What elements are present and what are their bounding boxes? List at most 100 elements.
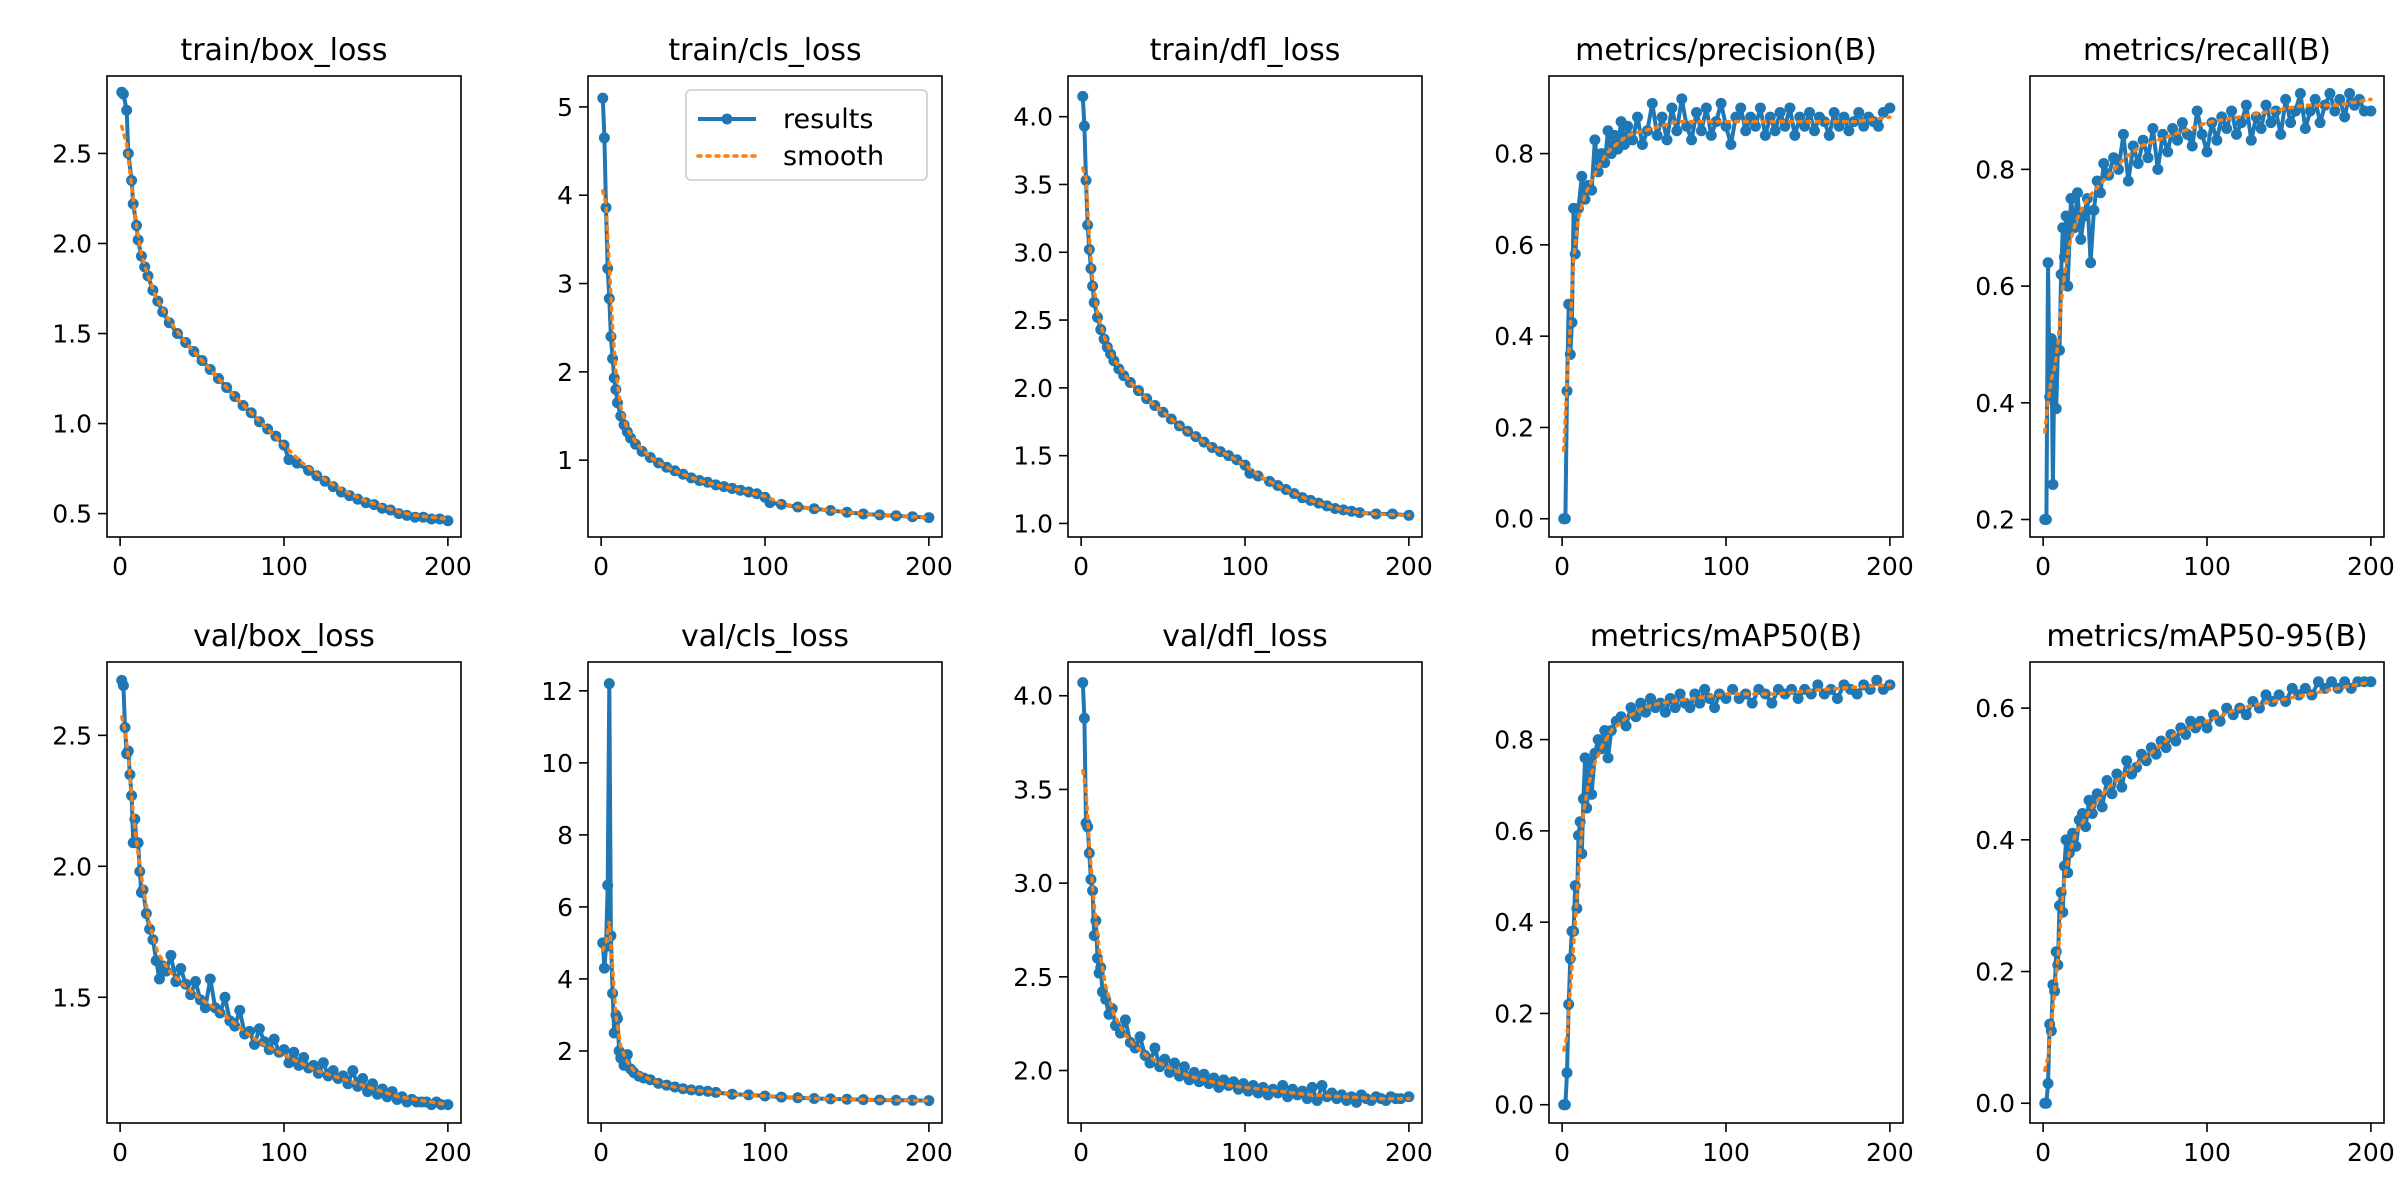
results-point: [2280, 93, 2292, 105]
x-tick-label: 100: [1221, 1138, 1269, 1167]
results-point: [2285, 117, 2297, 129]
y-tick-label: 0.2: [1975, 505, 2015, 534]
results-point: [1627, 134, 1639, 146]
results-point: [1725, 138, 1737, 150]
results-point: [1277, 1080, 1289, 1092]
chart-title: val/box_loss: [193, 619, 375, 654]
x-tick-label: 0: [1554, 552, 1570, 581]
y-tick-label: 2.0: [1013, 1057, 1053, 1086]
results-point: [2235, 117, 2247, 129]
results-point: [1656, 111, 1668, 123]
chart-title: train/box_loss: [180, 33, 387, 68]
results-point: [190, 976, 201, 988]
results-point: [1354, 507, 1366, 519]
results-point: [1833, 120, 1845, 132]
results-point: [726, 482, 738, 494]
results-point: [825, 1093, 837, 1105]
results-point: [1809, 125, 1820, 137]
results-point: [1681, 120, 1693, 132]
results-point: [710, 479, 722, 491]
results-point: [1871, 674, 1883, 686]
results-point: [1784, 102, 1796, 114]
smooth-series-line: [2043, 680, 2373, 1073]
results-point: [1764, 111, 1776, 123]
results-point: [1571, 902, 1583, 914]
results-point: [1559, 1099, 1571, 1111]
results-point: [1198, 1068, 1210, 1080]
chart-title: val/cls_loss: [681, 619, 849, 654]
smooth-series-line: [2043, 97, 2373, 434]
x-tick-label: 200: [2347, 1138, 2395, 1167]
results-point: [2091, 788, 2103, 800]
plot-frame: [1548, 661, 1904, 1124]
results-point: [1684, 702, 1696, 714]
results-point: [598, 962, 610, 974]
x-tick-label: 100: [260, 1138, 308, 1167]
results-point: [1872, 120, 1884, 132]
legend-results-marker: [721, 113, 733, 125]
results-point: [2265, 117, 2277, 129]
results-point: [2365, 676, 2377, 688]
y-tick-label: 0.8: [1975, 155, 2015, 184]
y-tick-label: 8: [557, 821, 573, 850]
x-tick-label: 200: [905, 552, 953, 581]
results-point: [219, 991, 231, 1003]
x-tick-label: 200: [2347, 552, 2395, 581]
results-point: [607, 987, 619, 999]
results-point: [2186, 140, 2198, 152]
results-point: [1636, 138, 1648, 150]
results-point: [597, 92, 609, 104]
results-point: [1561, 1067, 1573, 1079]
y-tick-label: 3.5: [1013, 170, 1053, 199]
results-point: [1620, 720, 1632, 732]
y-tick-label: 0.6: [1494, 231, 1534, 260]
results-point: [1779, 120, 1791, 132]
results-point: [204, 973, 216, 985]
results-point: [923, 1095, 935, 1107]
results-point: [1625, 702, 1637, 714]
results-point: [2122, 175, 2134, 187]
plot-frame: [1067, 75, 1423, 538]
results-point: [2094, 187, 2106, 199]
results-point: [160, 965, 172, 977]
legend-smooth-label: smooth: [783, 141, 884, 172]
results-point: [1651, 129, 1663, 141]
results-point: [1823, 129, 1835, 141]
results-point: [1164, 1066, 1176, 1078]
x-tick-label: 200: [424, 1138, 472, 1167]
x-tick-label: 0: [112, 1138, 128, 1167]
y-tick-label: 4.0: [1013, 682, 1053, 711]
results-point: [234, 1004, 246, 1016]
results-point: [2085, 257, 2097, 269]
smooth-series-line: [120, 124, 450, 521]
plot-frame: [2029, 75, 2385, 538]
chart-panel-metrics-map50-95-b: metrics/mAP50-95(B) 0 100 200 0.0 0.2 0.4 0.6: [1975, 619, 2395, 1167]
results-point: [2132, 158, 2144, 170]
results-point: [1346, 505, 1358, 517]
results-point: [153, 973, 165, 985]
results-point: [1149, 1042, 1161, 1054]
results-point: [2111, 768, 2123, 780]
results-point: [841, 506, 853, 518]
smooth-series-line: [601, 189, 931, 520]
results-point: [317, 1057, 329, 1069]
chart-panel-val-dfl-loss: val/dfl_loss 0 100 200 2.0 2.5 3.0 3.5 4.0: [1013, 619, 1433, 1167]
results-point: [1691, 107, 1702, 119]
plot-frame: [106, 75, 462, 538]
chart-title: metrics/precision(B): [1575, 33, 1877, 68]
results-point: [1812, 679, 1824, 691]
results-point: [2047, 478, 2059, 490]
results-point: [2042, 1077, 2054, 1089]
y-tick-label: 3: [557, 270, 573, 299]
results-point: [2314, 117, 2326, 129]
results-point: [2083, 794, 2095, 806]
chart-title: val/dfl_loss: [1162, 619, 1327, 654]
results-point: [2191, 105, 2203, 117]
plot-frame: [1548, 75, 1904, 538]
y-tick-label: 0.2: [1494, 999, 1534, 1028]
results-point: [2344, 88, 2356, 100]
results-point: [1078, 120, 1090, 132]
results-point: [2108, 152, 2120, 164]
results-point: [718, 481, 730, 493]
results-point: [1582, 779, 1594, 791]
